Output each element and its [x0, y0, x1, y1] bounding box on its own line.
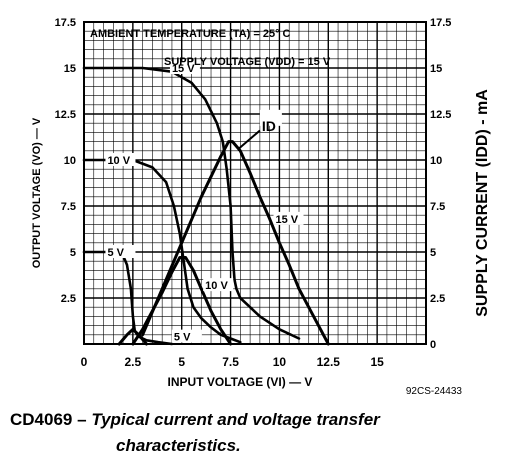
- curve-output-voltage-10v: [82, 158, 242, 344]
- note-box-supply: [160, 52, 372, 70]
- figure-code: 92CS-24433: [406, 386, 463, 397]
- series-label-bg: [105, 245, 136, 258]
- x-axis-title: INPUT VOLTAGE (VI) — V: [168, 375, 313, 389]
- x-tick-label: 5: [178, 355, 185, 369]
- y-tick-label-left: 7.5: [61, 201, 76, 213]
- curve-supply-current-10v: [131, 256, 233, 346]
- y-tick-label-left: 12.5: [55, 109, 76, 121]
- note-box-ambient: [86, 24, 368, 42]
- x-tick-label: 15: [370, 355, 384, 369]
- series-label: 5 V: [107, 247, 124, 259]
- curve-supply-current-5v: [117, 327, 148, 346]
- series-label: 15 V: [276, 214, 299, 226]
- y-tick-label-right: 7.5: [430, 201, 445, 213]
- series-label: 5 V: [174, 332, 191, 344]
- series-label: 15 V: [172, 63, 195, 75]
- caption-part: CD4069: [10, 410, 73, 429]
- series-label-bg: [203, 278, 234, 292]
- series-label-bg: [169, 61, 200, 74]
- y-tick-label-right: 12.5: [430, 109, 451, 121]
- caption-dash: –: [77, 410, 87, 429]
- series-label: 10 V: [107, 155, 130, 167]
- id-leader-line: [237, 129, 261, 150]
- supply-voltage-note: SUPPLY VOLTAGE (VDD) = 15 V: [164, 56, 331, 68]
- y-tick-label-left: 15: [64, 63, 76, 75]
- y-tick-label-right: 10: [430, 155, 442, 167]
- series-label-bg: [171, 329, 202, 343]
- y-tick-label-left: 2.5: [61, 293, 76, 305]
- y-tick-label-right: 15: [430, 63, 442, 75]
- id-label: ID: [262, 118, 276, 134]
- series-label: 10 V: [205, 280, 228, 292]
- x-tick-label: 7.5: [222, 355, 239, 369]
- y-tick-label-right: 17.5: [430, 17, 451, 29]
- x-tick-label: 2.5: [125, 355, 142, 369]
- x-tick-label: 12.5: [317, 355, 341, 369]
- ambient-temperature-note: AMBIENT TEMPERATURE (TA) = 25° C: [90, 28, 291, 40]
- curve-supply-current-15v: [141, 140, 330, 346]
- y-tick-label-left: 17.5: [55, 17, 76, 29]
- curve-output-voltage-15v: [82, 66, 301, 340]
- y-tick-label-left: 10: [64, 155, 76, 167]
- caption-text-1: Typical current and voltage transfer: [91, 410, 380, 429]
- y-tick-label-right: 2.5: [430, 293, 445, 305]
- x-tick-label: 0: [81, 355, 88, 369]
- series-label-bg: [273, 211, 304, 225]
- y-tick-label-right: 0: [430, 339, 436, 351]
- caption-line-2: characteristics.: [116, 436, 241, 455]
- y-axis-title-right: SUPPLY CURRENT (IDD) - mA: [474, 89, 491, 317]
- id-label-bg: [259, 109, 282, 126]
- caption-line-1: CD4069 – Typical current and voltage tra…: [10, 410, 380, 430]
- x-tick-label: 10: [273, 355, 287, 369]
- y-axis-title-left: OUTPUT VOLTAGE (VO) — V: [31, 117, 43, 268]
- y-tick-label-left: 5: [70, 247, 76, 259]
- series-label-bg: [105, 153, 136, 166]
- y-tick-label-right: 5: [430, 247, 436, 259]
